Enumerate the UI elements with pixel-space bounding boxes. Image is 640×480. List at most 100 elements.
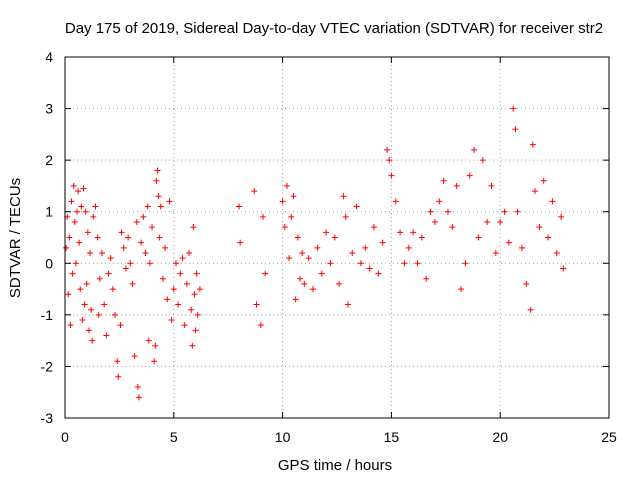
data-point [170,286,177,293]
data-point [118,229,125,236]
data-point [379,239,386,246]
data-point [152,342,159,349]
data-point [72,260,79,267]
y-tick-label: -1 [41,307,54,323]
y-axis-label: SDTVAR / TECUs [7,178,24,298]
data-point [166,198,173,205]
data-point [168,317,175,324]
data-point [405,244,412,251]
data-point [188,306,195,313]
data-point [76,239,83,246]
data-point [159,275,166,282]
data-point [122,265,129,272]
data-point [154,167,161,174]
data-point [375,270,382,277]
data-point [85,327,92,334]
data-point [501,208,508,215]
data-point [146,260,153,267]
y-tick-label: -3 [41,410,54,426]
data-point [89,337,96,344]
data-point [558,213,565,220]
data-point [484,219,491,226]
x-tick-label: 0 [61,429,69,445]
data-point [82,208,89,215]
data-point [423,275,430,282]
data-point [290,193,297,200]
data-point [196,286,203,293]
data-point [336,280,343,287]
data-point [193,270,200,277]
data-point [94,234,101,241]
data-point [349,249,356,256]
data-point [292,296,299,303]
data-point [362,244,369,251]
y-tick-label: 0 [45,255,53,271]
data-point [281,224,288,231]
data-point [75,188,82,195]
data-point [190,224,197,231]
data-point [288,213,295,220]
data-point [172,260,179,267]
data-point [183,280,190,287]
data-point [449,224,456,231]
data-point [505,239,512,246]
data-point [79,317,86,324]
data-point [353,203,360,210]
data-point [342,213,349,220]
data-point [164,296,171,303]
data-point [553,249,560,256]
data-point [497,219,504,226]
data-point [65,291,72,298]
data-point [101,301,108,308]
data-point [156,234,163,241]
data-point [191,291,198,298]
data-point [120,244,127,251]
data-point [427,208,434,215]
data-point [155,193,162,200]
data-point [414,260,421,267]
data-point [253,301,260,308]
data-point [366,265,373,272]
data-point [71,219,78,226]
data-point [340,193,347,200]
data-point [175,301,182,308]
data-point [453,182,460,189]
data-point [81,301,88,308]
data-point [153,177,160,184]
data-point [510,105,517,112]
data-point [344,301,351,308]
grid-lines [65,57,609,418]
data-point [236,203,243,210]
data-point [125,234,132,241]
data-point [194,311,201,318]
data-point [134,384,141,391]
plot-frame [64,56,610,419]
y-tick-label: 4 [45,49,53,65]
data-point [112,311,119,318]
data-point [397,229,404,236]
data-point [105,270,112,277]
x-tick-label: 5 [170,429,178,445]
data-point [192,327,199,334]
data-point [69,270,76,277]
data-point [67,322,74,329]
data-point [475,234,482,241]
data-point [83,280,90,287]
data-point [70,182,77,189]
data-point [327,260,334,267]
data-point [68,198,75,205]
data-point [189,342,196,349]
data-point [370,224,377,231]
data-point [138,239,145,246]
data-point [458,286,465,293]
data-point [492,249,499,256]
data-point [388,172,395,179]
data-point [479,157,486,164]
data-point [286,255,293,262]
data-point [545,234,552,241]
data-point [357,260,364,267]
chart-title: Day 175 of 2019, Sidereal Day-to-day VTE… [65,20,603,37]
data-point [88,306,95,313]
data-point [384,146,391,153]
